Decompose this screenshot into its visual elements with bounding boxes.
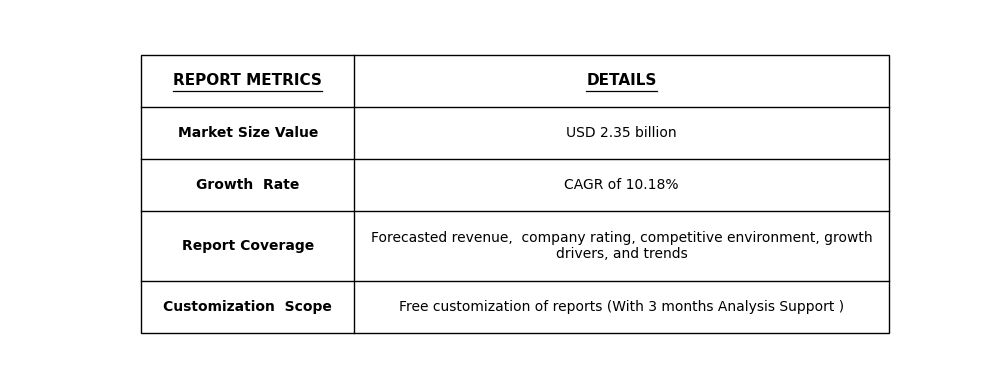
Text: Market Size Value: Market Size Value	[178, 126, 318, 140]
Text: Customization  Scope: Customization Scope	[164, 300, 333, 314]
Text: Report Coverage: Report Coverage	[182, 239, 314, 253]
Text: REPORT METRICS: REPORT METRICS	[173, 73, 323, 88]
Text: Growth  Rate: Growth Rate	[196, 178, 299, 192]
Text: Free customization of reports (With 3 months Analysis Support ): Free customization of reports (With 3 mo…	[399, 300, 844, 314]
Text: USD 2.35 billion: USD 2.35 billion	[566, 126, 677, 140]
Text: Forecasted revenue,  company rating, competitive environment, growth
drivers, an: Forecasted revenue, company rating, comp…	[371, 231, 872, 261]
Text: CAGR of 10.18%: CAGR of 10.18%	[565, 178, 678, 192]
Text: DETAILS: DETAILS	[587, 73, 657, 88]
